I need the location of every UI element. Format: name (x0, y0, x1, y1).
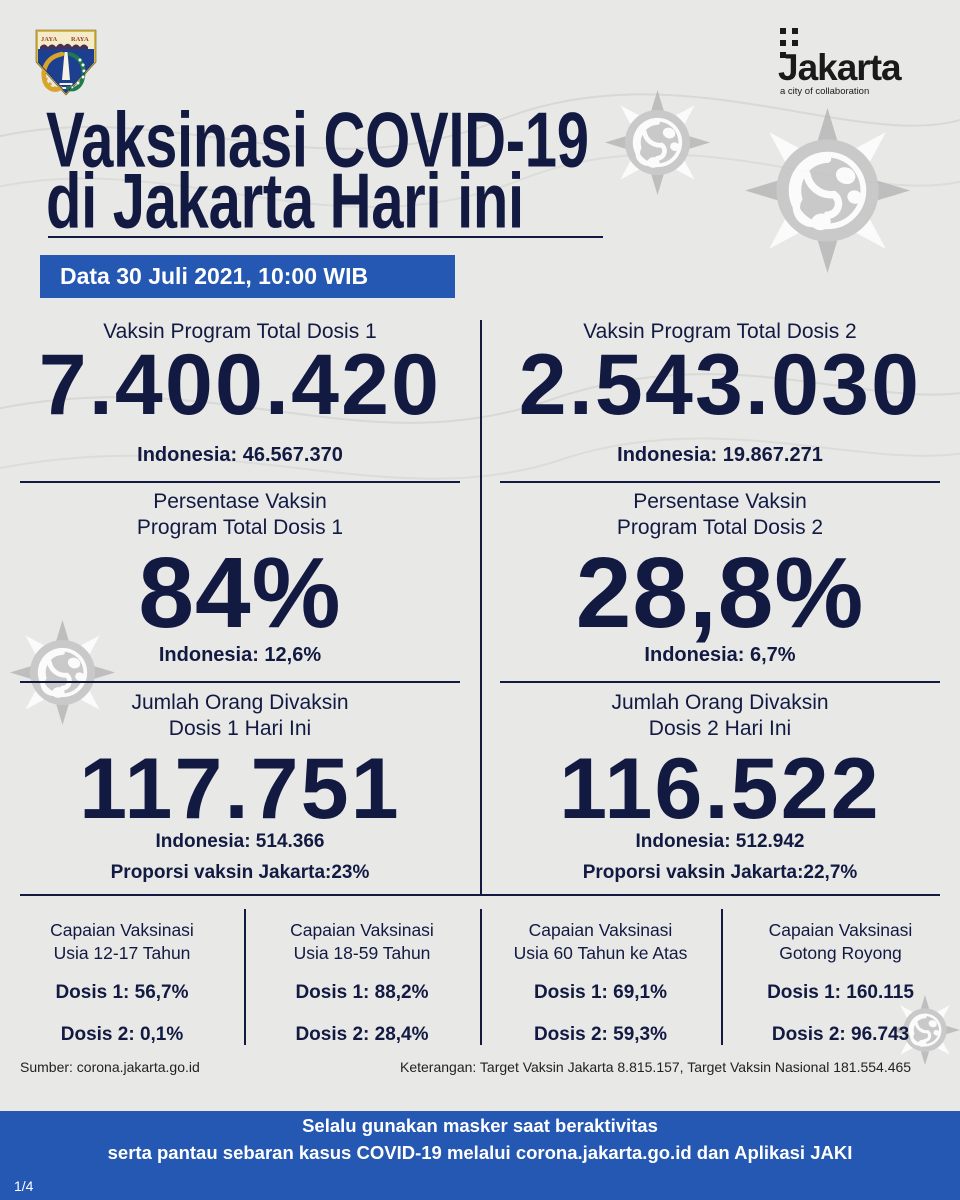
svg-text:Jakarta: Jakarta (778, 47, 902, 88)
svg-text:JAYA: JAYA (41, 36, 58, 43)
svg-text:RAYA: RAYA (71, 36, 89, 43)
svg-text:a city of collaboration: a city of collaboration (780, 86, 869, 97)
